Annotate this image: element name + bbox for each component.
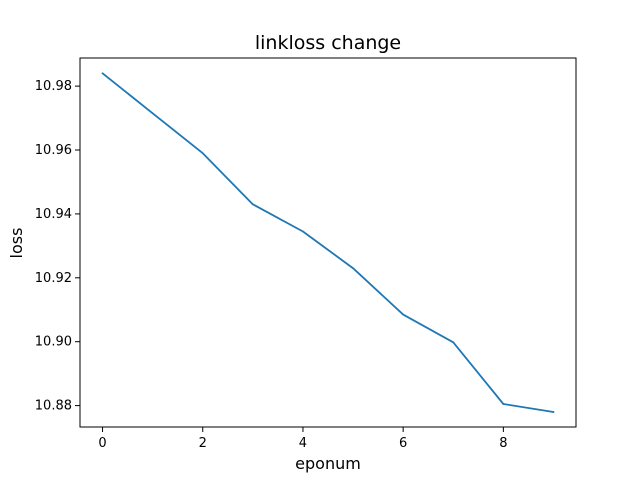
y-axis-ticks: 10.88 10.90 10.92 10.94 10.96 10.98: [35, 79, 80, 414]
x-axis-label: eponum: [295, 454, 361, 473]
x-axis-ticks: 0 2 4 6 8: [98, 427, 507, 451]
y-tick-label: 10.96: [35, 143, 72, 158]
x-tick-label: 4: [299, 436, 307, 451]
y-tick-label: 10.94: [35, 207, 72, 222]
chart-title: linkloss change: [255, 32, 401, 54]
data-point: [452, 341, 455, 344]
y-tick-label: 10.90: [35, 335, 72, 350]
data-point: [552, 411, 555, 413]
plot-frame: [79, 57, 577, 428]
data-point: [101, 72, 104, 75]
data-point: [151, 112, 154, 115]
x-tick-label: 8: [499, 436, 507, 451]
y-tick-label: 10.88: [35, 399, 72, 414]
y-tick-label: 10.92: [35, 271, 72, 286]
data-point: [402, 313, 404, 316]
x-tick-label: 0: [98, 436, 106, 451]
data-point: [302, 230, 304, 233]
series-line: [101, 72, 555, 413]
y-tick-label: 10.98: [35, 79, 72, 94]
data-point: [502, 403, 505, 405]
series-layer: [101, 72, 555, 413]
data-point: [252, 203, 254, 206]
x-tick-label: 6: [399, 436, 407, 451]
data-point: [201, 152, 204, 155]
data-point: [352, 267, 354, 270]
y-axis-label: loss: [7, 228, 26, 259]
x-tick-label: 2: [199, 436, 207, 451]
